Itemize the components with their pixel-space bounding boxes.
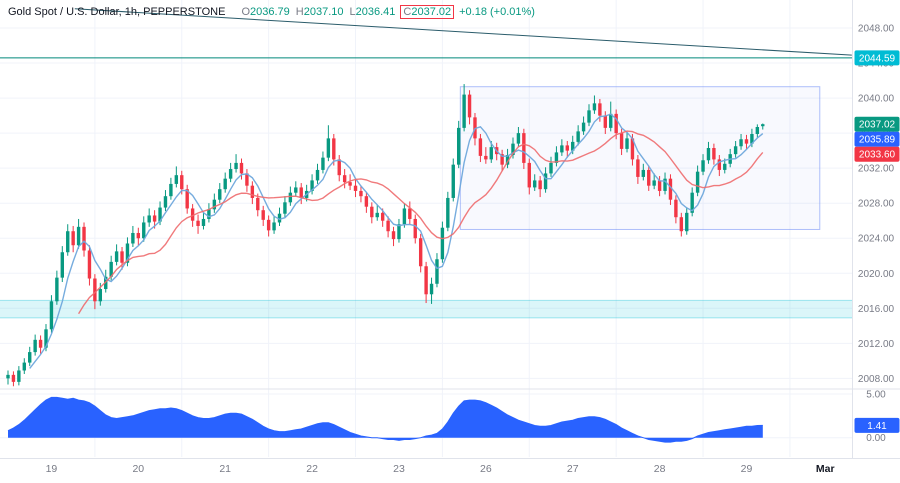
- price-axis[interactable]: 2048.002044.002040.002036.002032.002028.…: [858, 24, 895, 445]
- ma-fast-line: [29, 113, 764, 369]
- svg-text:5.00: 5.00: [866, 389, 886, 400]
- svg-text:22: 22: [306, 463, 318, 475]
- svg-text:2032.00: 2032.00: [858, 164, 895, 175]
- range-box-drawing[interactable]: [459, 86, 821, 230]
- svg-text:21: 21: [219, 463, 231, 475]
- svg-text:2008.00: 2008.00: [858, 374, 895, 385]
- svg-text:0.00: 0.00: [866, 433, 886, 444]
- svg-text:28: 28: [654, 463, 666, 475]
- svg-text:Mar: Mar: [816, 463, 835, 475]
- svg-text:2037.02: 2037.02: [859, 120, 896, 131]
- svg-text:2044.59: 2044.59: [859, 53, 896, 64]
- svg-text:20: 20: [132, 463, 144, 475]
- svg-text:2033.60: 2033.60: [859, 150, 896, 161]
- svg-text:29: 29: [741, 463, 753, 475]
- svg-text:23: 23: [393, 463, 405, 475]
- svg-text:2012.00: 2012.00: [858, 339, 895, 350]
- svg-text:2048.00: 2048.00: [858, 24, 895, 35]
- svg-text:1.41: 1.41: [867, 421, 887, 432]
- price-axis-badges: 2044.59 2037.02 2035.89 2033.60 1.41: [854, 50, 900, 433]
- svg-text:2028.00: 2028.00: [858, 199, 895, 210]
- svg-text:2035.89: 2035.89: [859, 135, 896, 146]
- trendline-drawing[interactable]: [74, 8, 852, 56]
- indicator-area-series: [7, 396, 763, 443]
- time-axis[interactable]: 19 20 21 22 23 26 27 28 29 Mar: [46, 463, 835, 475]
- svg-text:2040.00: 2040.00: [858, 94, 895, 105]
- svg-text:19: 19: [46, 463, 58, 475]
- svg-text:2016.00: 2016.00: [858, 304, 895, 315]
- candlestick-series: [6, 84, 765, 387]
- pane-separators: [0, 0, 900, 459]
- svg-text:27: 27: [567, 463, 579, 475]
- svg-text:26: 26: [480, 463, 492, 475]
- svg-text:2024.00: 2024.00: [858, 234, 895, 245]
- ma-slow-line: [77, 130, 764, 315]
- svg-text:2020.00: 2020.00: [858, 269, 895, 280]
- moving-averages: [29, 113, 764, 369]
